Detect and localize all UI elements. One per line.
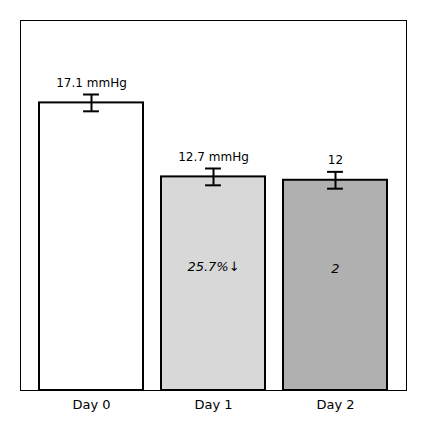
svg-text:Day 1: Day 1: [194, 397, 232, 412]
svg-text:2: 2: [331, 261, 339, 276]
svg-text:17.1 mmHg: 17.1 mmHg: [56, 76, 127, 90]
svg-text:Day 2: Day 2: [316, 397, 354, 412]
svg-text:12.7 mmHg: 12.7 mmHg: [178, 150, 249, 164]
svg-text:25.7%↓: 25.7%↓: [187, 259, 239, 274]
svg-text:12: 12: [328, 153, 343, 167]
svg-text:Day 0: Day 0: [72, 397, 110, 412]
